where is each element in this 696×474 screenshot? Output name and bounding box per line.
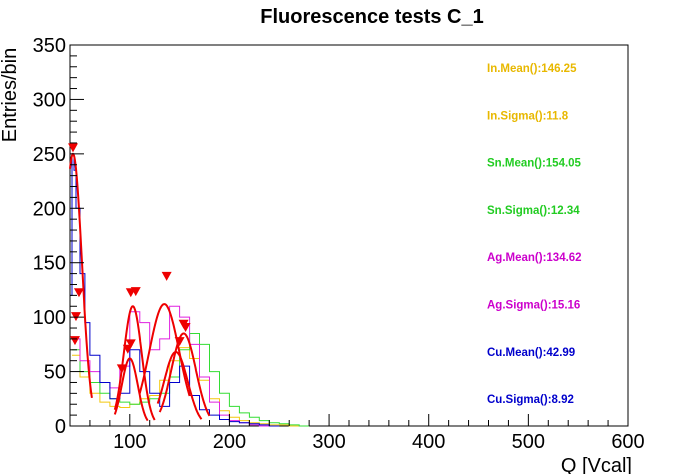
stat-label: Ag.Sigma():15.16 (487, 300, 580, 312)
fit-curve-sn-fit (158, 332, 211, 417)
y-axis-title: Entries/bin (0, 48, 21, 143)
peak-marker (125, 339, 136, 349)
stat-label: Sn.Mean():154.05 (487, 158, 582, 170)
fit-curve-cu-fit (69, 152, 93, 399)
y-tick-label: 100 (33, 307, 66, 329)
plot-frame (69, 44, 629, 427)
histogram-in (72, 347, 300, 427)
axis-ticks: 100 200 300 400 500 600 0 50 100 150 200 250 300 350 (33, 35, 645, 453)
stat-label: Cu.Sigma():8.92 (487, 394, 574, 406)
x-tick-label: 500 (512, 431, 545, 453)
peak-marker (73, 288, 84, 298)
stat-label: Sn.Sigma():12.34 (487, 205, 580, 217)
x-tick-label: 100 (113, 431, 146, 453)
x-tick-label: 600 (611, 431, 644, 453)
stat-label: Ag.Mean():134.62 (487, 252, 582, 264)
fit-curve-in-fit (156, 351, 203, 420)
y-tick-label: 250 (33, 144, 66, 166)
chart-title: Fluorescence tests C_1 (260, 6, 483, 28)
histogram-cu (70, 153, 280, 427)
y-tick-label: 300 (33, 89, 66, 111)
x-tick-label: 400 (412, 431, 445, 453)
x-axis-title: Q [Vcal] (561, 455, 632, 474)
y-tick-label: 50 (44, 362, 66, 384)
peak-marker (116, 364, 127, 374)
stat-label: In.Mean():146.25 (487, 63, 577, 75)
y-tick-label: 200 (33, 198, 66, 220)
y-tick-label: 0 (55, 416, 66, 438)
stat-label: Cu.Mean():42.99 (487, 347, 575, 359)
x-tick-label: 200 (213, 431, 246, 453)
peak-marker (161, 271, 172, 281)
peak-marker (180, 323, 191, 333)
peak-marker (174, 337, 185, 347)
fit-curve-cu-fit-2 (113, 357, 149, 422)
stat-label: In.Sigma():11.8 (487, 110, 569, 122)
peak-marker (122, 344, 133, 354)
peak-marker (130, 287, 141, 297)
peak-marker (67, 143, 78, 153)
y-tick-label: 350 (33, 35, 66, 57)
peak-marker (69, 336, 80, 346)
y-tick-label: 150 (33, 253, 66, 275)
plot-area-border (69, 44, 629, 427)
peak-markers (67, 143, 191, 374)
fit-curve-ag-fit-1 (113, 305, 156, 421)
stats-legend: In.Mean():146.25 In.Sigma():11.8 Sn.Mean()… (487, 63, 582, 406)
x-tick-label: 300 (312, 431, 345, 453)
